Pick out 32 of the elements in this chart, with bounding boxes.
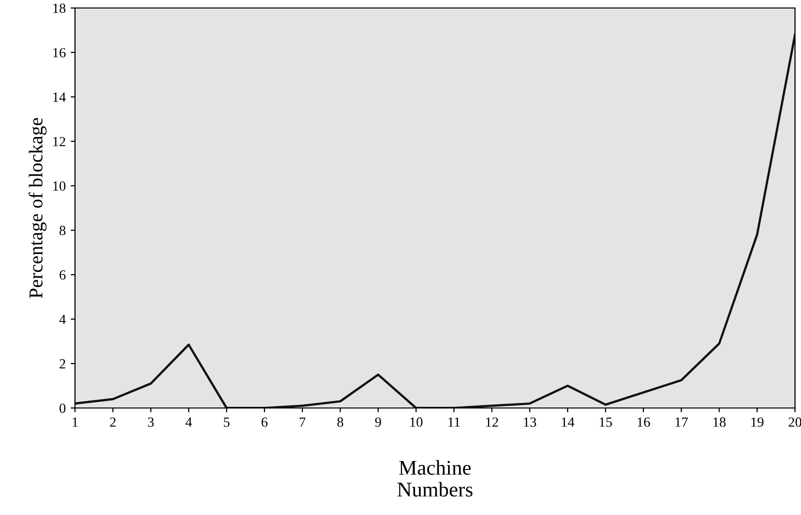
x-tick-label: 4 [185,418,192,427]
y-tick-label: 8 [60,226,66,236]
y-tick-label: 16 [53,48,66,58]
y-tick-label: 10 [53,181,66,191]
y-tick-label: 4 [59,314,66,324]
y-tick-label: 18 [53,4,66,13]
x-tick-label: 14 [562,417,574,427]
x-tick-label: 6 [262,417,268,427]
x-tick-label: 8 [337,417,344,427]
x-tick-label: 18 [713,417,726,427]
x-tick-label: 19 [751,417,764,427]
x-tick-label: 20 [788,417,801,427]
y-tick-label: 6 [60,270,66,280]
y-tick-label: 12 [53,136,66,146]
y-axis-title: Percentage of blockage [28,118,47,298]
x-tick-label: 15 [600,417,612,427]
x-tick-label: 5 [224,418,230,427]
y-tick-label: 14 [53,92,66,102]
x-tick-label: 11 [448,417,460,427]
x-tick-label: 1 [72,417,78,427]
x-tick-label: 16 [638,417,650,427]
y-tick-label: 0 [60,404,66,413]
x-tick-label: 10 [410,417,422,427]
x-tick-label: 7 [300,418,306,427]
x-tick-label: 12 [486,417,498,427]
y-tick-label: 2 [60,359,66,368]
x-axis-title: Machine Numbers [397,460,472,497]
x-tick-label: 17 [676,417,688,427]
x-tick-label: 13 [524,417,536,427]
x-tick-label: 2 [110,417,116,427]
x-tick-label: 9 [375,417,382,427]
x-tick-label: 3 [148,417,154,427]
